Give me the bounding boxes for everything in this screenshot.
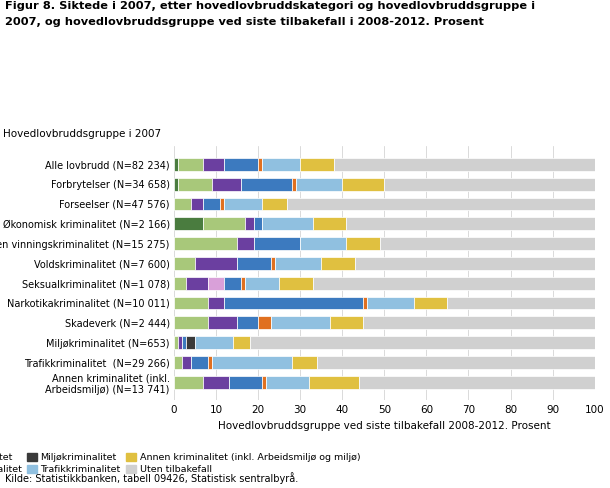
Bar bbox=[275, 257, 321, 270]
Bar bbox=[262, 217, 313, 230]
Bar bbox=[178, 336, 182, 349]
Bar bbox=[254, 237, 300, 250]
Bar bbox=[367, 297, 414, 309]
Bar bbox=[359, 376, 595, 388]
Bar bbox=[207, 297, 224, 309]
Bar bbox=[292, 178, 296, 191]
Bar bbox=[174, 178, 178, 191]
Bar bbox=[245, 217, 254, 230]
Bar bbox=[321, 257, 355, 270]
Bar bbox=[447, 297, 595, 309]
Bar bbox=[355, 257, 595, 270]
Bar bbox=[237, 316, 258, 329]
Bar bbox=[271, 257, 275, 270]
Text: Kilde: Statistikkbanken, tabell 09426, Statistisk sentralbyrå.: Kilde: Statistikkbanken, tabell 09426, S… bbox=[5, 472, 298, 484]
Bar bbox=[224, 277, 241, 289]
Bar bbox=[220, 198, 224, 210]
Bar bbox=[414, 297, 447, 309]
Bar bbox=[195, 257, 237, 270]
Bar bbox=[174, 158, 178, 171]
Bar bbox=[258, 158, 262, 171]
Bar bbox=[224, 297, 363, 309]
Bar bbox=[174, 257, 195, 270]
Bar bbox=[187, 336, 195, 349]
Bar bbox=[178, 158, 203, 171]
Bar bbox=[174, 217, 203, 230]
Bar bbox=[178, 178, 212, 191]
Bar bbox=[380, 237, 595, 250]
Bar bbox=[174, 316, 207, 329]
Bar bbox=[203, 158, 224, 171]
Bar bbox=[262, 198, 287, 210]
Bar bbox=[296, 178, 342, 191]
Bar bbox=[207, 316, 237, 329]
Bar bbox=[271, 316, 329, 329]
Bar bbox=[329, 316, 363, 329]
Bar bbox=[300, 158, 334, 171]
Bar bbox=[203, 198, 220, 210]
Bar bbox=[237, 237, 254, 250]
Bar bbox=[237, 257, 271, 270]
Bar bbox=[245, 277, 279, 289]
Bar bbox=[233, 336, 249, 349]
Bar bbox=[363, 297, 367, 309]
Bar bbox=[300, 237, 346, 250]
Bar bbox=[174, 297, 207, 309]
Bar bbox=[182, 336, 187, 349]
Legend: Økonomisk kriminalitet, Annen vinningskriminalitet, Voldskriminalitet, Seksualkr: Økonomisk kriminalitet, Annen vinningskr… bbox=[0, 453, 361, 487]
Bar bbox=[267, 376, 309, 388]
Bar bbox=[174, 277, 187, 289]
Bar bbox=[258, 316, 271, 329]
Bar bbox=[224, 158, 258, 171]
Bar bbox=[203, 376, 229, 388]
Bar bbox=[174, 376, 203, 388]
Bar bbox=[317, 356, 595, 369]
Bar bbox=[262, 158, 300, 171]
Bar bbox=[174, 336, 178, 349]
Bar bbox=[292, 356, 317, 369]
Bar bbox=[207, 356, 212, 369]
Bar bbox=[279, 277, 313, 289]
Bar bbox=[174, 198, 191, 210]
Bar bbox=[229, 376, 262, 388]
Bar bbox=[342, 178, 384, 191]
Bar bbox=[287, 198, 595, 210]
Bar bbox=[203, 217, 245, 230]
Bar bbox=[195, 336, 233, 349]
Text: Hovedlovbruddsgruppe i 2007: Hovedlovbruddsgruppe i 2007 bbox=[3, 129, 161, 139]
X-axis label: Hovedlovbruddsgruppe ved siste tilbakefall 2008-2012. Prosent: Hovedlovbruddsgruppe ved siste tilbakefa… bbox=[218, 421, 551, 430]
Bar bbox=[249, 336, 595, 349]
Bar bbox=[334, 158, 595, 171]
Bar bbox=[207, 277, 224, 289]
Bar bbox=[182, 356, 191, 369]
Bar bbox=[191, 356, 207, 369]
Bar bbox=[313, 217, 346, 230]
Bar bbox=[241, 277, 245, 289]
Bar bbox=[384, 178, 595, 191]
Bar bbox=[363, 316, 595, 329]
Text: Figur 8. Siktede i 2007, etter hovedlovbruddskategori og hovedlovbruddsgruppe i: Figur 8. Siktede i 2007, etter hovedlovb… bbox=[5, 1, 535, 11]
Bar bbox=[191, 198, 203, 210]
Bar bbox=[254, 217, 262, 230]
Text: 2007, og hovedlovbruddsgruppe ved siste tilbakefall i 2008-2012. Prosent: 2007, og hovedlovbruddsgruppe ved siste … bbox=[5, 17, 484, 26]
Bar bbox=[212, 356, 292, 369]
Bar bbox=[309, 376, 359, 388]
Bar bbox=[212, 178, 241, 191]
Bar bbox=[174, 356, 182, 369]
Bar bbox=[174, 237, 237, 250]
Bar bbox=[346, 237, 380, 250]
Bar bbox=[262, 376, 267, 388]
Bar bbox=[241, 178, 292, 191]
Bar bbox=[313, 277, 595, 289]
Bar bbox=[346, 217, 595, 230]
Bar bbox=[187, 277, 207, 289]
Bar bbox=[224, 198, 262, 210]
